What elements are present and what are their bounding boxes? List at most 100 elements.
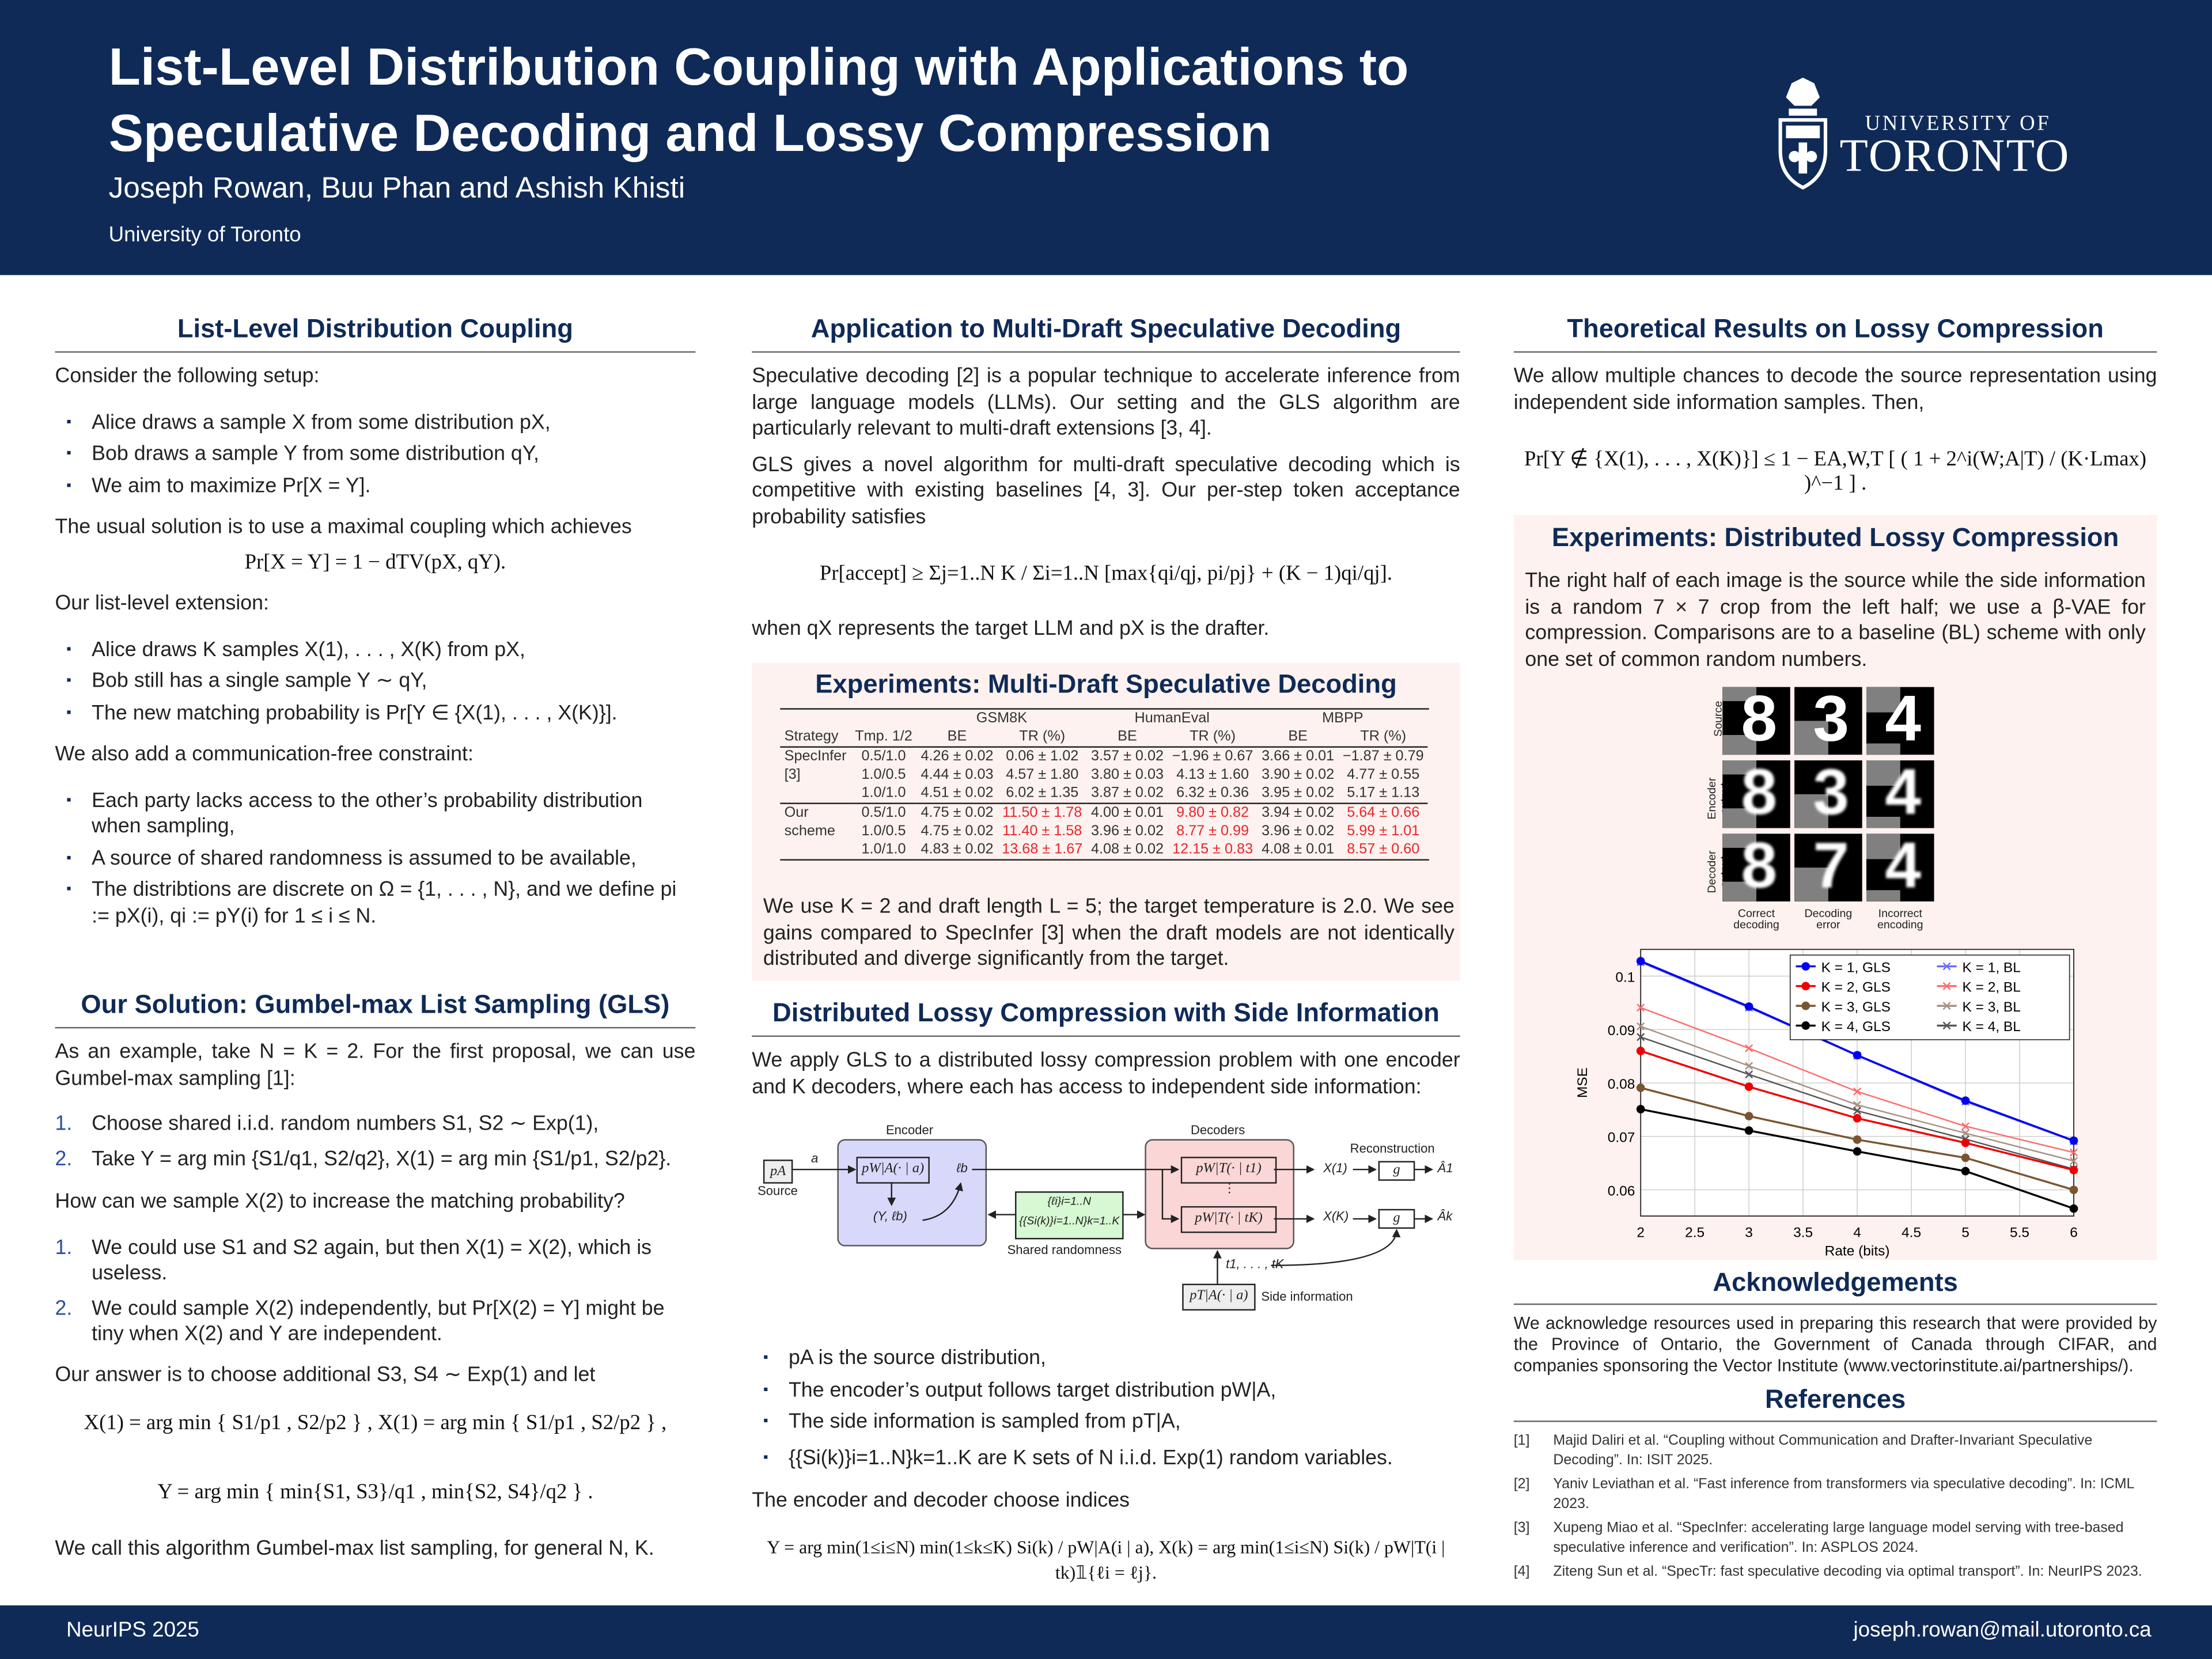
- table-cell: 4.44 ± 0.03: [921, 767, 994, 783]
- data-point: [1853, 1101, 1862, 1109]
- divider: [752, 351, 1460, 353]
- equation-x1: X(1) = arg min { S1/p1 , S2/p2 } , X(1) …: [84, 1412, 667, 1435]
- x-mark-stroke: [1745, 1044, 1753, 1052]
- legend-label: K = 4, GLS: [1821, 1019, 1891, 1035]
- side-info-box: pT|A(· | a): [1182, 1283, 1256, 1311]
- title-line-2: Speculative Decoding and Lossy Compressi…: [108, 104, 1272, 162]
- email-link[interactable]: joseph.rowan@mail.utoronto.ca: [1853, 1618, 2152, 1642]
- column-header: BE: [1118, 729, 1137, 745]
- results-table: GSM8K HumanEval MBPP Strategy Tmp. 1/2 BE TR (…: [780, 710, 1428, 859]
- series-5: [1636, 1084, 2078, 1194]
- constraint-intro: We also add a communication-free constra…: [55, 743, 474, 766]
- table-cell: 3.90 ± 0.02: [1262, 767, 1335, 783]
- data-point: [1637, 1003, 1645, 1012]
- mse-chart: 2 2.5 3 3.5 4 4.5 5 5.5 6 0.06 0.07 0.08 0.09 0.1 Rate…: [1575, 949, 2078, 1259]
- data-point: [1961, 1129, 1970, 1138]
- ref-text: Yaniv Leviathan et al. “Fast inference f…: [1553, 1477, 2134, 1512]
- table-cell: 12.15 ± 0.83: [1172, 842, 1253, 858]
- table-row: scheme 1.0/0.5 4.75 ± 0.02 11.40 ± 1.58 3.96…: [780, 823, 1428, 841]
- table-cell: 4.08 ± 0.02: [1090, 842, 1164, 858]
- dlc-body: pA is the source distribution, The encod…: [752, 1346, 1460, 1586]
- digit: 3: [1813, 687, 1850, 755]
- column-header: BE: [947, 729, 967, 745]
- table-cell: 4.13 ± 1.60: [1176, 767, 1249, 783]
- reference-1: [1] Majid Daliri et al. “Coupling without…: [1514, 1432, 2157, 1470]
- y-tick-label: 0.06: [1608, 1183, 1635, 1199]
- legend-label: K = 2, BL: [1963, 980, 2021, 995]
- strategy-cell: SpecInfer: [784, 749, 847, 765]
- x-tick-label: 6: [2070, 1225, 2078, 1241]
- list-item: 1. We could use S1 and S2 again, but then…: [55, 1235, 696, 1287]
- crest-icon: [1778, 77, 1828, 190]
- data-point: [1801, 1001, 1810, 1010]
- list-item: Alice draws a sample X from some distrib…: [55, 410, 696, 435]
- venue: NeurIPS 2025: [66, 1618, 199, 1642]
- data-point: [2069, 1165, 2078, 1175]
- data-point: [1744, 1126, 1753, 1135]
- data-point: [1745, 1044, 1753, 1052]
- x-tick-label: 2: [1637, 1225, 1645, 1241]
- y-tick-label: 0.09: [1608, 1023, 1635, 1039]
- decoders-label: Decoders: [1190, 1123, 1245, 1137]
- gls-question: How can we sample X(2) to increase the m…: [55, 1190, 625, 1214]
- vertical-dots: ⋮: [1223, 1180, 1236, 1195]
- g-box-k: g: [1378, 1209, 1415, 1229]
- table-cell: 11.50 ± 1.78: [1002, 805, 1082, 821]
- y-tick-label: 0.08: [1608, 1077, 1635, 1092]
- legend-label: K = 2, GLS: [1821, 980, 1891, 995]
- constraint-list: Each party lacks access to the other’s p…: [55, 788, 696, 930]
- section-heading-coupling: List-Level Distribution Coupling: [177, 313, 573, 343]
- list-item: pA is the source distribution,: [752, 1346, 1460, 1372]
- poster-title: List-Level Distribution Coupling with Ap…: [109, 34, 1661, 166]
- y-tick-label: 0.1: [1615, 969, 1635, 985]
- table-cell: 3.66 ± 0.01: [1262, 749, 1335, 765]
- section-heading-spec-exp: Experiments: Multi-Draft Speculative Dec…: [815, 668, 1397, 699]
- data-point: [1744, 1112, 1753, 1120]
- x-mark-stroke: [1942, 962, 1951, 971]
- g-box-1: g: [1378, 1161, 1415, 1181]
- dlc-choose: The encoder and decoder choose indices: [752, 1490, 1130, 1513]
- theory-paragraph: We allow multiple chances to decode the …: [1513, 365, 2157, 414]
- header: List-Level Distribution Coupling with Ap…: [0, 0, 2212, 275]
- x-mark-stroke: [1942, 982, 1951, 990]
- xk-label: X(K): [1323, 1209, 1349, 1224]
- column-header: TR (%): [1190, 729, 1236, 745]
- table-cell: 8.57 ± 0.60: [1347, 842, 1420, 858]
- x-mark-stroke: [1942, 1002, 1951, 1010]
- table-cell: −1.96 ± 0.67: [1172, 749, 1253, 765]
- table-cell: −1.87 ± 0.79: [1342, 749, 1424, 765]
- lb-label: ℓb: [956, 1161, 968, 1176]
- mnist-image: 3: [1794, 760, 1862, 828]
- table-cell: 3.80 ± 0.03: [1090, 767, 1164, 783]
- digit: 4: [1885, 760, 1922, 828]
- section-heading-gls: Our Solution: Gumbel-max List Sampling (…: [81, 988, 670, 1019]
- legend-label: K = 1, GLS: [1821, 960, 1891, 975]
- gls-steps: 1. Choose shared i.i.d. random numbers S1…: [55, 1112, 696, 1172]
- data-point: [2069, 1185, 2078, 1194]
- footer: NeurIPS 2025 joseph.rowan@mail.utoronto.…: [0, 1605, 2212, 1659]
- ref-key: [4]: [1513, 1564, 1530, 1580]
- authors: Joseph Rowan, Buu Phan and Ashish Khisti: [108, 172, 685, 205]
- data-point: [1961, 1138, 1970, 1147]
- legend-label: K = 4, BL: [1963, 1019, 2021, 1035]
- setup-list: Alice draws a sample X from some distrib…: [55, 410, 696, 499]
- coupling-body: Consider the following setup: Alice draw…: [55, 364, 696, 935]
- table-cell: 0.06 ± 1.02: [1006, 749, 1079, 765]
- data-point: [1636, 957, 1645, 965]
- shared-randomness-label: Shared randomness: [1007, 1243, 1122, 1257]
- ack-paragraph: We acknowledge resources used in prepari…: [1513, 1313, 2157, 1376]
- divider: [752, 1035, 1460, 1037]
- item-number: 1.: [55, 1113, 73, 1136]
- x-mark-stroke: [1745, 1062, 1753, 1070]
- section-heading-lossy-exp: Experiments: Distributed Lossy Compressi…: [1551, 522, 2119, 552]
- encoder-distribution-box: pW|A(· | a): [856, 1157, 930, 1184]
- list-item: Each party lacks access to the other’s p…: [55, 788, 696, 840]
- x-tick-label: 3: [1745, 1225, 1753, 1241]
- spec-paragraph-2: GLS gives a novel algorithm for multi-dr…: [752, 453, 1460, 529]
- digit: 8: [1741, 760, 1778, 828]
- lossy-experiments-panel: Experiments: Distributed Lossy Compressi…: [1513, 514, 2157, 1260]
- data-point: [1745, 1070, 1753, 1079]
- equation-acceptance: Pr[accept] ≥ Σj=1..N K / Σi=1..N [max{qi…: [819, 563, 1393, 586]
- list-item: We aim to maximize Pr[X = Y].: [55, 474, 696, 499]
- column-header: Tmp. 1/2: [855, 729, 912, 745]
